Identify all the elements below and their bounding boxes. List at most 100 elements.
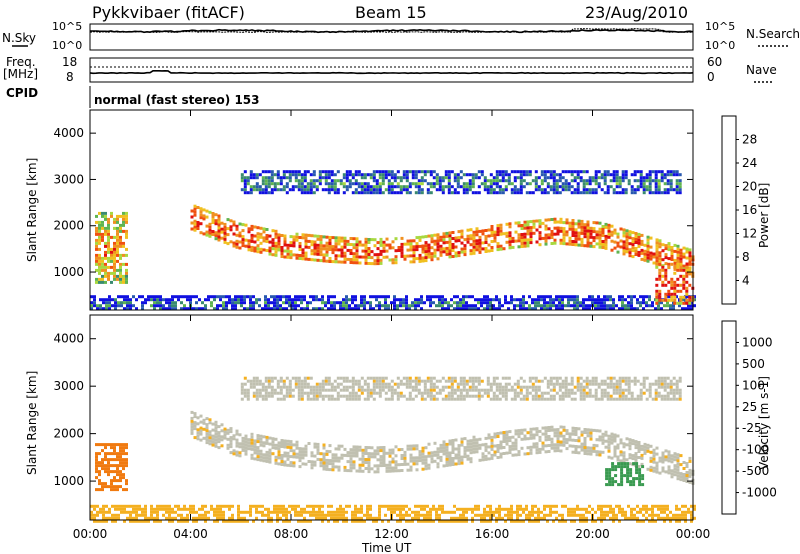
data-cell: [95, 455, 98, 459]
data-cell: [442, 247, 446, 251]
data-cell: [291, 301, 294, 305]
data-cell: [556, 434, 560, 438]
data-cell: [676, 256, 680, 260]
data-cell: [688, 251, 692, 255]
data-cell: [229, 427, 233, 431]
data-cell: [400, 457, 404, 460]
data-cell: [192, 507, 195, 511]
data-cell: [268, 460, 272, 464]
data-cell: [510, 516, 513, 520]
data-cell: [330, 304, 333, 308]
data-cell: [205, 423, 209, 427]
data-cell: [550, 428, 554, 432]
data-cell: [534, 307, 537, 311]
data-cell: [357, 382, 361, 386]
data-cell: [643, 448, 647, 452]
data-cell: [294, 298, 297, 302]
data-cell: [400, 242, 404, 246]
data-cell: [352, 463, 356, 467]
data-cell: [513, 519, 516, 523]
data-cell: [519, 519, 522, 523]
data-cell: [273, 173, 277, 177]
data-cell: [528, 304, 531, 308]
data-cell: [333, 295, 336, 299]
data-cell: [274, 461, 278, 465]
data-cell: [342, 176, 346, 180]
data-cell: [652, 460, 656, 464]
data-cell: [328, 260, 332, 263]
data-cell: [475, 230, 479, 234]
data-cell: [564, 170, 568, 174]
data-cell: [411, 182, 415, 186]
data-cell: [247, 242, 251, 246]
data-cell: [517, 245, 521, 249]
data-cell: [241, 442, 245, 446]
data-cell: [354, 510, 357, 514]
data-cell: [250, 435, 254, 439]
data-cell: [241, 235, 245, 239]
data-cell: [441, 179, 445, 183]
data-cell: [453, 519, 456, 523]
data-cell: [135, 513, 138, 517]
data-cell: [306, 191, 310, 195]
data-cell: [351, 176, 355, 180]
data-cell: [367, 467, 371, 471]
data-cell: [453, 176, 457, 180]
data-cell: [174, 304, 177, 308]
data-cell: [477, 507, 480, 511]
data-cell: [295, 253, 299, 257]
data-cell: [460, 235, 464, 239]
data-cell: [673, 286, 677, 290]
data-cell: [240, 388, 244, 392]
data-cell: [174, 510, 177, 514]
data-cell: [378, 307, 381, 311]
data-cell: [529, 436, 533, 440]
data-cell: [122, 214, 125, 218]
data-cell: [360, 504, 363, 508]
data-cell: [119, 238, 122, 242]
data-cell: [405, 385, 409, 389]
data-cell: [625, 443, 629, 447]
data-cell: [324, 388, 328, 392]
data-cell: [253, 240, 257, 244]
data-cell: [255, 382, 259, 386]
data-cell: [672, 516, 675, 520]
data-cell: [264, 179, 268, 183]
data-cell: [126, 504, 129, 508]
data-cell: [534, 188, 538, 192]
data-cell: [372, 385, 376, 389]
data-cell: [390, 388, 394, 392]
data-cell: [358, 255, 362, 259]
data-cell: [253, 442, 257, 446]
data-cell: [342, 304, 345, 308]
data-cell: [119, 235, 122, 239]
data-cell: [472, 239, 476, 243]
data-cell: [276, 298, 279, 302]
data-cell: [379, 237, 383, 241]
data-cell: [682, 255, 686, 259]
data-cell: [372, 173, 376, 177]
data-cell: [119, 214, 122, 218]
data-cell: [655, 295, 659, 299]
data-cell: [379, 446, 383, 450]
data-cell: [642, 307, 645, 311]
data-cell: [387, 191, 391, 195]
data-cell: [334, 447, 338, 451]
data-cell: [114, 507, 117, 511]
data-cell: [122, 253, 125, 257]
data-cell: [477, 176, 481, 180]
data-cell: [113, 449, 116, 453]
data-cell: [330, 307, 333, 311]
data-cell: [352, 252, 356, 256]
data-cell: [490, 240, 494, 243]
data-cell: [642, 519, 645, 523]
data-cell: [667, 289, 671, 293]
data-cell: [119, 464, 122, 468]
data-cell: [594, 179, 598, 183]
data-cell: [303, 376, 307, 380]
data-cell: [101, 223, 104, 227]
data-cell: [333, 513, 336, 517]
data-cell: [267, 304, 270, 308]
data-cell: [537, 304, 540, 308]
data-cell: [243, 298, 246, 302]
